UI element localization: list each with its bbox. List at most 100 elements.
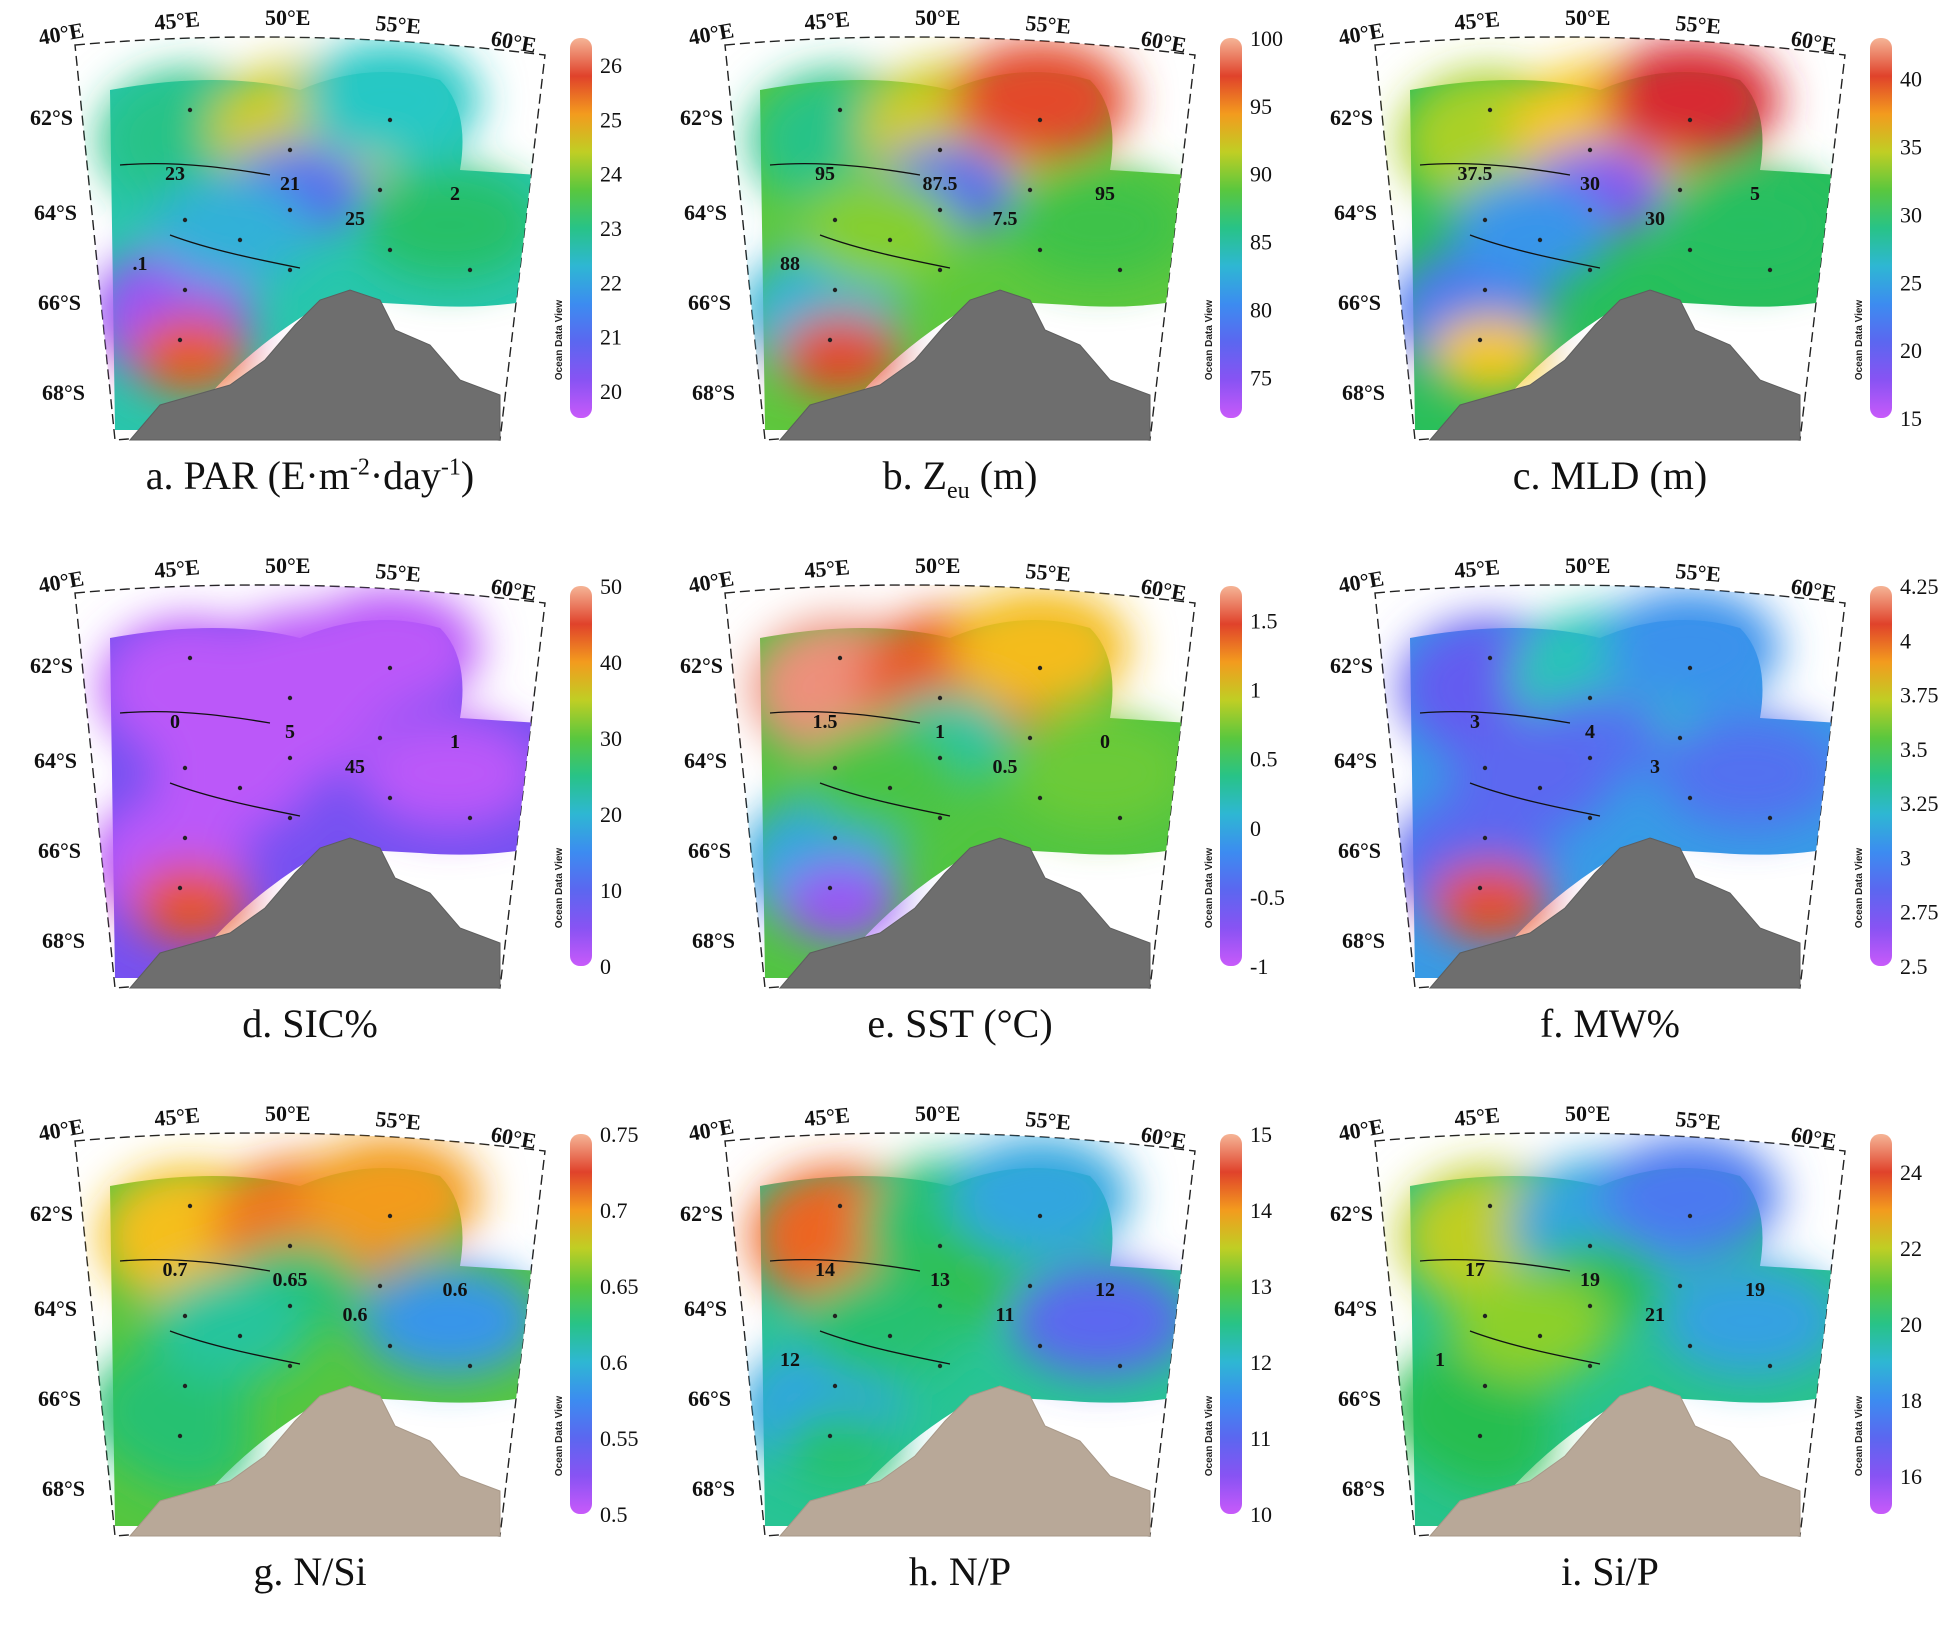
field-blob [150,1271,310,1381]
field-blob [1660,718,1840,828]
colorbar-tick-label: 75 [1250,365,1272,390]
latitude-label: 68°S [1342,928,1385,953]
latitude-label: 66°S [1338,290,1381,315]
latitude-label: 64°S [684,200,727,225]
contour-label: 17 [1465,1259,1485,1281]
station-dot [837,1203,843,1209]
contour-line [769,711,921,724]
latitude-label: 66°S [688,290,731,315]
station-dot [1477,1433,1483,1439]
map-panel-f: 3 4 3 40°E 45°E 50°E 55°E 60°E 62°S 64°S 66°S 68°S 4… [1300,548,1939,1088]
antarctica-land [1428,1385,1801,1537]
colorbar-tick-label: 40 [600,650,622,675]
panel-caption-e: e. SST (°C) [867,1001,1053,1046]
station-dot [1687,795,1693,801]
contour-label: 14 [815,1259,835,1281]
latitude-label: 62°S [680,105,723,130]
watermark-label: Ocean Data View [1204,1396,1215,1477]
station-dot [287,147,293,153]
station-dot [887,1333,893,1339]
station-dot [237,237,243,243]
station-dot [387,795,393,801]
station-dot [287,207,293,213]
colorbar-tick-label: 2.75 [1900,900,1939,925]
contour-line [169,1330,301,1365]
station-dot [937,1303,943,1309]
colorbar-tick-label: 20 [1900,1312,1922,1337]
station-dot [937,755,943,761]
latitude-label: 68°S [692,1476,735,1501]
colorbar-tick-label: 20 [1900,338,1922,363]
contour-line [1469,234,1601,269]
station-dot [937,267,943,273]
station-dot [1117,267,1123,273]
contour-label: 45 [345,756,365,778]
station-dot [832,1383,838,1389]
colorbar-tick-label: 26 [600,53,622,78]
colorbar-tick-label: 18 [1900,1388,1922,1413]
antarctica-land [128,289,501,441]
contour-label: 0.7 [163,1259,188,1281]
colorbar [570,1134,592,1514]
panel-caption-c: c. MLD (m) [1512,453,1708,498]
field-blob [1010,170,1190,280]
contour-label: 7.5 [993,208,1018,230]
panel-caption-a: a. PAR (E·m-2·day-1) [145,453,475,498]
latitude-label: 62°S [680,653,723,678]
colorbar [1220,586,1242,966]
station-dot [832,835,838,841]
colorbar-tick-label: 0 [600,954,611,979]
station-dot [1687,247,1693,253]
map-panel-c: 37.5 30 30 5 40°E 45°E 50°E 55°E 60°E 62°S 64°S 66°… [1300,0,1922,540]
station-dot [287,815,293,821]
antarctica-land [778,289,1151,441]
longitude-label: 45°E [153,6,200,35]
watermark-label: Ocean Data View [1854,1396,1865,1477]
station-dot [467,815,473,821]
colorbar [1870,1134,1892,1514]
longitude-label: 45°E [1453,6,1500,35]
colorbar-tick-label: 4.25 [1900,574,1939,599]
latitude-label: 66°S [688,838,731,863]
station-dot [1487,655,1493,661]
field-blob [780,1411,900,1491]
longitude-label: 50°E [1565,553,1610,578]
longitude-label: 50°E [265,553,310,578]
station-dot [387,665,393,671]
antarctica-land [778,1385,1151,1537]
contour-label: 19 [1580,1269,1600,1291]
station-dot [387,1213,393,1219]
contour-line [1419,1259,1571,1272]
contour-line [1469,1330,1601,1365]
latitude-label: 64°S [1334,200,1377,225]
colorbar-tick-label: 0.7 [600,1198,628,1223]
station-dot [1677,1283,1683,1289]
colorbar-tick-label: 15 [1900,406,1922,431]
longitude-label: 55°E [1025,1106,1072,1135]
station-dot [1477,337,1483,343]
contour-label: 95 [1095,183,1115,205]
colorbar-tick-label: -0.5 [1250,885,1285,910]
station-dot [1027,1283,1033,1289]
field-blob [800,1271,960,1381]
latitude-label: 68°S [42,928,85,953]
longitude-label: 45°E [1453,1102,1500,1131]
field-blob [300,1136,480,1256]
latitude-label: 68°S [1342,1476,1385,1501]
watermark-label: Ocean Data View [554,848,565,929]
station-dot [1487,107,1493,113]
latitude-label: 62°S [680,1201,723,1226]
colorbar [570,38,592,418]
station-dot [1687,117,1693,123]
latitude-label: 64°S [1334,748,1377,773]
station-dot [387,1343,393,1349]
longitude-label: 45°E [803,6,850,35]
contour-label: 0.6 [443,1279,468,1301]
field-blob [1600,1136,1780,1256]
contour-label: 3 [1650,756,1660,778]
field-blob [300,588,480,708]
station-dot [1482,1313,1488,1319]
station-dot [1587,207,1593,213]
contour-line [819,782,951,817]
